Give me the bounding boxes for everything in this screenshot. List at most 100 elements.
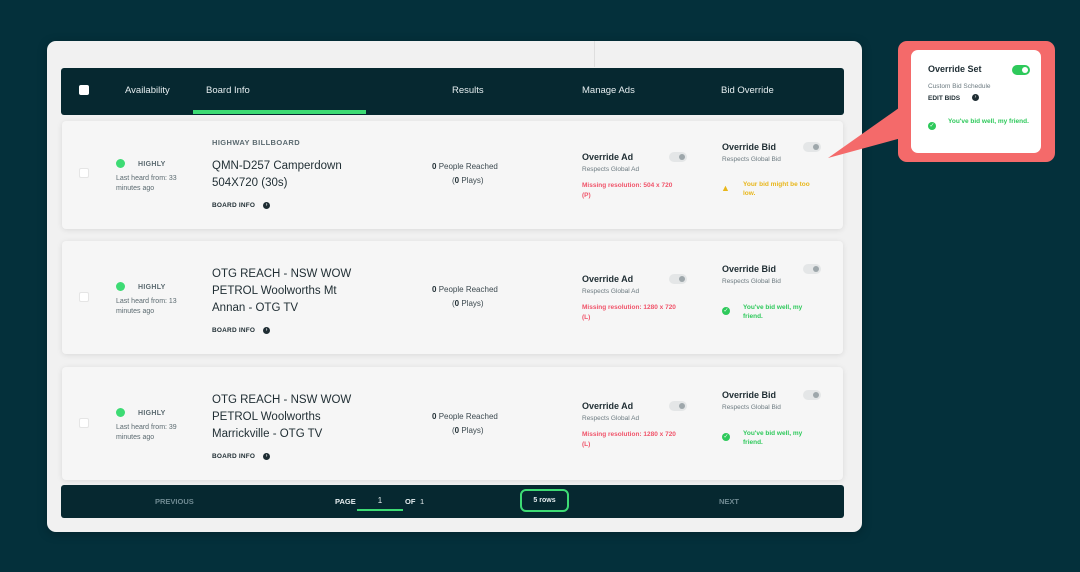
page-input[interactable]: 1 xyxy=(357,494,403,511)
board-table-panel: Availability Board Info Results Manage A… xyxy=(47,41,862,532)
callout-message: You've bid well, my friend. xyxy=(948,118,1029,125)
override-bid-sub: Respects Global Bid xyxy=(722,404,781,411)
row-checkbox[interactable] xyxy=(79,418,89,428)
pagination-bar: PREVIOUS PAGE 1 OF 1 5 rows NEXT xyxy=(61,485,844,518)
board-info-link[interactable]: BOARD INFO › xyxy=(212,327,271,335)
override-bid-toggle[interactable] xyxy=(803,264,821,274)
override-ad-toggle[interactable] xyxy=(669,274,687,284)
rows-per-page-select[interactable]: 5 rows xyxy=(520,489,569,512)
callout-card: Override Set Custom Bid Schedule EDIT BI… xyxy=(911,50,1041,153)
table-row: HIGHLY Last heard from: 13 minutes ago O… xyxy=(62,241,843,354)
arrow-right-circle-icon[interactable]: › xyxy=(972,94,979,101)
people-label: People Reached xyxy=(438,162,498,171)
status-dot-icon xyxy=(116,408,125,417)
override-bid-toggle[interactable] xyxy=(803,390,821,400)
board-info-label: BOARD INFO xyxy=(212,453,256,461)
override-ad-sub: Respects Global Ad xyxy=(582,288,640,295)
override-bid-label: Override Bid xyxy=(722,390,777,400)
board-info-link[interactable]: BOARD INFO › xyxy=(212,453,271,461)
override-callout: Override Set Custom Bid Schedule EDIT BI… xyxy=(898,41,1055,162)
arrow-right-circle-icon: › xyxy=(263,453,271,460)
override-bid-label: Override Bid xyxy=(722,264,777,274)
plays-value: 0 xyxy=(454,426,460,435)
of-label: OF xyxy=(405,497,416,506)
table-row: HIGHLY Last heard from: 39 minutes ago O… xyxy=(62,367,843,480)
override-ad-toggle[interactable] xyxy=(669,401,687,411)
plays-label: Plays xyxy=(461,176,481,185)
board-name: OTG REACH - NSW WOW PETROL Woolworths Mt… xyxy=(212,268,352,314)
override-ad-label: Override Ad xyxy=(582,152,634,162)
tab-bid-override[interactable]: Bid Override xyxy=(721,85,774,96)
override-set-toggle[interactable] xyxy=(1012,65,1030,75)
callout-title: Override Set xyxy=(928,64,982,74)
override-ad-toggle[interactable] xyxy=(669,152,687,162)
plays-count: (0 Plays) xyxy=(452,426,484,435)
board-name: OTG REACH - NSW WOW PETROL Woolworths Ma… xyxy=(212,394,352,440)
override-bid-sub: Respects Global Bid xyxy=(722,278,781,285)
total-pages: 1 xyxy=(420,497,425,506)
missing-resolution-text: Missing resolution: 504 x 720 (P) xyxy=(582,182,673,199)
missing-resolution-text: Missing resolution: 1280 x 720 (L) xyxy=(582,304,676,321)
row-checkbox[interactable] xyxy=(79,168,89,178)
tab-manage-ads[interactable]: Manage Ads xyxy=(582,85,635,96)
status-badge: HIGHLY xyxy=(138,410,166,417)
edit-bids-button[interactable]: EDIT BIDS xyxy=(928,95,961,102)
people-label: People Reached xyxy=(438,412,498,421)
plays-label: Plays xyxy=(461,426,481,435)
tab-results[interactable]: Results xyxy=(452,85,484,96)
page-label: PAGE xyxy=(335,497,356,506)
board-name: QMN-D257 Camperdown 504X720 (30s) xyxy=(212,160,342,189)
plays-label: Plays xyxy=(461,299,481,308)
plays-count: (0 Plays) xyxy=(452,299,484,308)
arrow-right-circle-icon: › xyxy=(263,327,271,334)
panel-divider xyxy=(594,41,595,67)
override-bid-sub: Respects Global Bid xyxy=(722,156,781,163)
people-label: People Reached xyxy=(438,285,498,294)
bid-message: Your bid might be too low. xyxy=(743,181,810,197)
tab-availability[interactable]: Availability xyxy=(125,85,170,96)
active-tab-indicator xyxy=(193,110,366,114)
override-ad-sub: Respects Global Ad xyxy=(582,415,640,422)
plays-value: 0 xyxy=(454,299,460,308)
previous-button[interactable]: PREVIOUS xyxy=(155,497,194,506)
check-circle-icon: ✓ xyxy=(928,122,936,130)
people-count: 0 xyxy=(432,162,437,171)
callout-subtitle: Custom Bid Schedule xyxy=(928,83,991,90)
people-reached: 0 People Reached xyxy=(432,162,498,171)
plays-value: 0 xyxy=(454,176,460,185)
table-header: Availability Board Info Results Manage A… xyxy=(61,68,844,115)
arrow-right-circle-icon: › xyxy=(263,202,271,209)
missing-resolution-text: Missing resolution: 1280 x 720 (L) xyxy=(582,431,676,448)
last-heard-text: Last heard from: 39 minutes ago xyxy=(116,424,177,441)
table-row: HIGHLY Last heard from: 33 minutes ago H… xyxy=(62,121,843,229)
board-info-label: BOARD INFO xyxy=(212,327,256,335)
status-dot-icon xyxy=(116,282,125,291)
status-badge: HIGHLY xyxy=(138,284,166,291)
plays-count: (0 Plays) xyxy=(452,176,484,185)
people-reached: 0 People Reached xyxy=(432,285,498,294)
people-reached: 0 People Reached xyxy=(432,412,498,421)
board-type-label: HIGHWAY BILLBOARD xyxy=(212,138,301,147)
check-circle-icon: ✓ xyxy=(722,307,730,315)
people-count: 0 xyxy=(432,412,437,421)
row-checkbox[interactable] xyxy=(79,292,89,302)
last-heard-text: Last heard from: 33 minutes ago xyxy=(116,175,177,192)
check-circle-icon: ✓ xyxy=(722,433,730,441)
override-bid-label: Override Bid xyxy=(722,142,777,152)
select-all-checkbox[interactable] xyxy=(79,85,89,95)
override-ad-sub: Respects Global Ad xyxy=(582,166,640,173)
override-ad-label: Override Ad xyxy=(582,274,634,284)
people-count: 0 xyxy=(432,285,437,294)
status-dot-icon xyxy=(116,159,125,168)
override-bid-toggle[interactable] xyxy=(803,142,821,152)
board-info-link[interactable]: BOARD INFO › xyxy=(212,202,271,210)
tab-board-info[interactable]: Board Info xyxy=(206,85,250,96)
bid-message: You've bid well, my friend. xyxy=(743,304,803,320)
next-button[interactable]: NEXT xyxy=(719,497,740,506)
status-badge: HIGHLY xyxy=(138,161,166,168)
warning-triangle-icon: ▲ xyxy=(721,183,730,193)
override-ad-label: Override Ad xyxy=(582,401,634,411)
last-heard-text: Last heard from: 13 minutes ago xyxy=(116,298,177,315)
bid-message: You've bid well, my friend. xyxy=(743,430,803,446)
board-info-label: BOARD INFO xyxy=(212,202,256,210)
